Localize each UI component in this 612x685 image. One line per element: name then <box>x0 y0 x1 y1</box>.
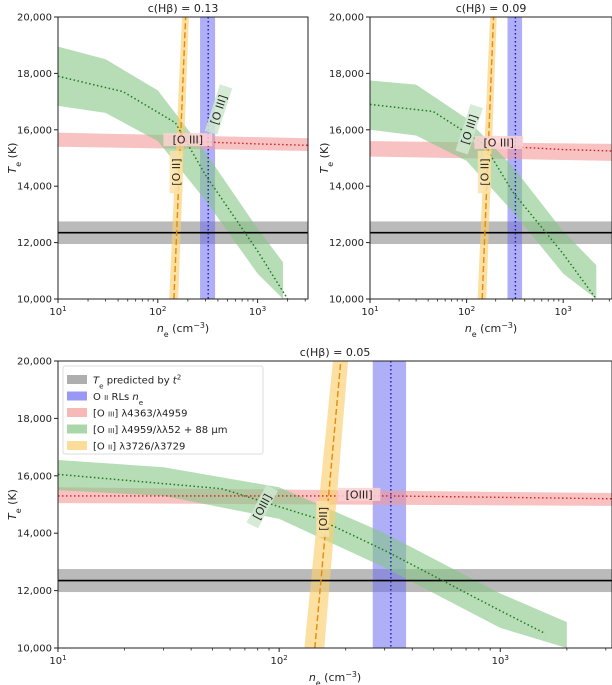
y-tick-label: 10,000 <box>17 644 52 655</box>
series-label-text: [O III] <box>483 136 513 149</box>
series-label-bg <box>246 484 278 529</box>
y-tick-label: 20,000 <box>17 357 52 368</box>
oii-3726-line <box>481 17 495 299</box>
legend-swatch-oiii_4363 <box>67 408 87 417</box>
series-label-oiii_4363: [OIII] <box>337 487 381 501</box>
panel-3: [OIII] [OIII][OII]10,00012,00014,00016,00… <box>6 346 612 685</box>
oiii-4959-88-line <box>58 473 546 635</box>
y-tick-label: 12,000 <box>17 586 52 597</box>
x-tick-label: 101 <box>49 304 66 319</box>
series-label-bg <box>169 150 183 194</box>
x-axis-label: ne (cm−3) <box>465 321 517 339</box>
x-tick-label: 102 <box>270 653 287 668</box>
legend-label-t2: Te predicted by t2 <box>93 372 181 390</box>
axes-frame <box>57 360 612 649</box>
x-tick-label: 101 <box>49 653 66 668</box>
y-axis-label: Te (K) <box>6 143 23 174</box>
oiii-4959-88-band <box>58 460 567 648</box>
series-label-bg <box>474 135 524 149</box>
x-axis-label: ne (cm−3) <box>157 321 209 339</box>
oiii-4363-line <box>178 140 308 147</box>
plot-area: [O III][O III][O II] <box>58 17 308 299</box>
y-tick-label: 14,000 <box>329 182 364 193</box>
y-tick-label: 18,000 <box>329 69 364 80</box>
y-tick-label: 10,000 <box>17 295 52 306</box>
series-label-oii_3726: [O II] <box>169 150 183 194</box>
oiii-4959-88-line <box>370 103 597 299</box>
series-label-bg <box>477 150 491 194</box>
y-axis-label: Te (K) <box>6 489 23 520</box>
series-label-oiii_4363: [O III] <box>163 133 213 147</box>
y-axis-label: Te (K) <box>318 143 335 174</box>
panel-title: c(Hβ) = 0.05 <box>300 346 371 359</box>
legend-label-oiii_4959_88: [O III] λ4959/λλ52 + 88 μm <box>93 425 227 436</box>
y-tick-label: 12,000 <box>329 238 364 249</box>
legend-label-oii_3726: [O II] λ3726/λ3729 <box>93 442 185 453</box>
x-tick-label: 102 <box>458 304 475 319</box>
oii-3726-line <box>173 17 187 299</box>
series-label-oiii_4363: [O III] <box>474 135 524 149</box>
series-label-bg <box>204 84 233 135</box>
y-tick-label: 18,000 <box>17 414 52 425</box>
plot-area: [OIII] [OIII][OII] <box>58 361 612 648</box>
series-label-bg <box>163 133 213 147</box>
legend: Te predicted by t2 O II RLs ne [O III] λ43… <box>62 365 264 455</box>
y-tick-label: 14,000 <box>17 182 52 193</box>
panel-title: c(Hβ) = 0.13 <box>148 2 219 15</box>
y-tick-label: 16,000 <box>329 125 364 136</box>
x-tick-label: 102 <box>149 304 166 319</box>
legend-box <box>62 365 264 455</box>
oiii-4959-88-band <box>58 46 284 299</box>
series-label-text: [O III] <box>173 134 203 147</box>
plot-area: [O III][O III][O II] <box>370 17 612 299</box>
legend-label-oiii_4363: [O III] λ4363/λ4959 <box>93 409 188 420</box>
y-tick-label: 20,000 <box>17 13 52 24</box>
x-axis-label: ne (cm−3) <box>309 670 361 685</box>
series-label-bg <box>337 487 381 501</box>
panel-1: [O III][O III][O II]10,00012,00014,00016… <box>6 2 309 339</box>
y-tick-label: 10,000 <box>329 295 364 306</box>
series-label-text: [O II] <box>478 158 491 185</box>
axes-frame <box>369 16 612 300</box>
series-label-text: [OII] <box>317 507 330 531</box>
series-label-bg <box>316 500 330 537</box>
y-tick-label: 14,000 <box>17 529 52 540</box>
legend-swatch-oii_rls <box>67 391 87 401</box>
series-label-text: [OIII] <box>346 488 373 501</box>
series-label-oii_3726: [O II] <box>477 150 491 194</box>
legend-swatch-oiii_4959_88 <box>67 424 87 434</box>
oiii-4363-line <box>509 146 612 152</box>
oiii-4959-88-band <box>370 80 597 299</box>
legend-swatch-oii_3726 <box>67 441 87 450</box>
legend-swatch-t2 <box>67 375 87 384</box>
y-tick-label: 18,000 <box>17 69 52 80</box>
y-tick-label: 16,000 <box>17 125 52 136</box>
series-label-oii_3726: [OII] <box>316 500 330 537</box>
x-tick-label: 103 <box>555 304 572 319</box>
x-tick-label: 103 <box>249 304 266 319</box>
y-tick-label: 16,000 <box>17 471 52 482</box>
axes-frame <box>57 16 309 300</box>
oiii-4363-line <box>58 495 612 500</box>
x-tick-label: 101 <box>361 304 378 319</box>
series-label-bg <box>455 104 483 155</box>
panel-2: [O III] [O III][O II]10,00012,00014,00016… <box>318 2 612 339</box>
legend-label-oii_rls: O II RLs ne <box>93 392 144 407</box>
x-tick-label: 103 <box>492 653 509 668</box>
y-tick-label: 12,000 <box>17 238 52 249</box>
y-tick-label: 20,000 <box>329 13 364 24</box>
series-label-text: [O II] <box>170 158 183 185</box>
panel-title: c(Hβ) = 0.09 <box>456 2 527 15</box>
